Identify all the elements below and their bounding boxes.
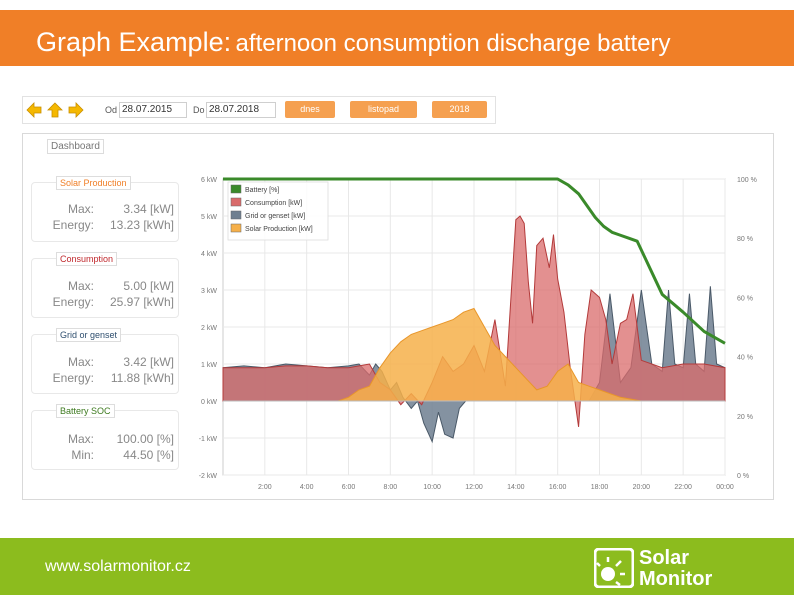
slide-footer: www.solarmonitor.cz (0, 538, 794, 595)
stat-value: 25.97 [kWh] (109, 295, 174, 309)
y-left-tick-label: -1 kW (199, 436, 218, 443)
footer-url[interactable]: www.solarmonitor.cz (45, 558, 191, 575)
y-left-tick-label: 1 kW (201, 362, 217, 369)
y-right-tick-label: 60 % (737, 295, 753, 302)
x-tick-label: 8:00 (384, 484, 398, 491)
logo-line-1: Solar (639, 547, 690, 569)
today-button[interactable]: dnes (285, 101, 335, 118)
month-button[interactable]: listopad (350, 101, 417, 118)
legend-label: Consumption [kW] (245, 200, 302, 207)
solar-production-title: Solar Production (56, 176, 131, 190)
slide-title-main: Graph Example: (36, 27, 232, 57)
grid-genset-panel: Grid or genset Max: 3.42 [kW] Energy: 11… (31, 328, 179, 394)
grid-genset-title: Grid or genset (56, 328, 122, 342)
stat-value: 100.00 [%] (116, 432, 174, 446)
stat-label: Max: (67, 432, 94, 446)
stat-label: Max: (67, 202, 94, 216)
arrow-right-icon[interactable] (68, 102, 84, 118)
y-left-tick-label: 4 kW (201, 251, 217, 258)
stat-label: Max: (67, 279, 94, 293)
y-left-tick-label: 5 kW (201, 214, 217, 221)
x-tick-label: 6:00 (342, 484, 356, 491)
legend-label: Solar Production [kW] (245, 226, 313, 233)
stat-label: Energy: (52, 371, 94, 385)
x-tick-label: 2:00 (258, 484, 272, 491)
consumption-area (222, 215, 726, 427)
stat-value: 44.50 [%] (123, 448, 174, 462)
x-tick-label: 14:00 (507, 484, 525, 491)
y-right-tick-label: 0 % (737, 473, 749, 480)
solar-production-panel: Solar Production Max: 3.34 [kW] Energy: … (31, 176, 179, 242)
legend-swatch (230, 184, 242, 194)
logo-line-2: Monitor (639, 568, 713, 590)
x-tick-label: 18:00 (591, 484, 609, 491)
legend-swatch (230, 223, 242, 233)
y-left-tick-label: 2 kW (201, 325, 217, 332)
battery-soc-title: Battery SOC (56, 404, 115, 418)
x-tick-label: 4:00 (300, 484, 314, 491)
legend-swatch (230, 210, 242, 220)
stat-value: 3.42 [kW] (123, 355, 174, 369)
stat-label: Energy: (52, 218, 94, 232)
arrow-left-icon[interactable] (26, 102, 42, 118)
y-right-tick-label: 40 % (737, 355, 753, 362)
legend-box (227, 181, 329, 241)
battery-soc-panel: Battery SOC Max: 100.00 [%] Min: 44.50 [… (31, 404, 179, 470)
x-tick-label: 00:00 (716, 484, 734, 491)
dashboard-tab[interactable]: Dashboard (47, 139, 104, 154)
x-tick-label: 16:00 (549, 484, 567, 491)
year-button[interactable]: 2018 (432, 101, 487, 118)
arrow-up-icon[interactable] (47, 102, 63, 118)
legend-label: Battery [%] (245, 187, 279, 194)
x-tick-label: 10:00 (423, 484, 441, 491)
solar-production-area (223, 307, 725, 402)
stat-value: 5.00 [kW] (123, 279, 174, 293)
to-label: Do (193, 105, 205, 115)
battery-soc-line (223, 177, 726, 345)
legend-label: Grid or genset [kW] (245, 213, 305, 220)
to-date-input[interactable]: 28.07.2018 (206, 102, 276, 118)
x-tick-label: 22:00 (674, 484, 692, 491)
y-right-tick-label: 80 % (737, 236, 753, 243)
y-left-tick-label: -2 kW (199, 473, 218, 480)
stat-label: Max: (67, 355, 94, 369)
from-label: Od (105, 105, 118, 115)
stat-label: Energy: (52, 295, 94, 309)
date-toolbar: Od 28.07.2015 Do 28.07.2018 dnes listopa… (22, 96, 496, 124)
solar-monitor-logo: Solar Monitor (594, 546, 734, 590)
from-date-input[interactable]: 28.07.2015 (119, 102, 187, 118)
sun-logo-icon (594, 548, 634, 588)
x-tick-label: 20:00 (633, 484, 651, 491)
y-right-tick-label: 100 % (737, 177, 757, 184)
y-right-tick-label: 20 % (737, 414, 753, 421)
legend-swatch (230, 197, 242, 207)
stat-value: 3.34 [kW] (123, 202, 174, 216)
x-tick-label: 12:00 (465, 484, 483, 491)
consumption-panel: Consumption Max: 5.00 [kW] Energy: 25.97… (31, 252, 179, 318)
energy-chart[interactable]: -2 kW -1 kW 0 kW 1 kW 2 kW 3 kW 4 kW 5 kW 6 kW 2:… (193, 170, 767, 492)
y-left-tick-label: 6 kW (201, 177, 217, 184)
y-left-tick-label: 3 kW (201, 288, 217, 295)
slide-title-sub: afternoon consumption discharge battery (235, 30, 671, 57)
slide-title: Graph Example: afternoon consumption dis… (36, 27, 670, 58)
y-left-tick-label: 0 kW (201, 399, 217, 406)
stat-label: Min: (71, 448, 94, 462)
slide-header: Graph Example: afternoon consumption dis… (0, 10, 794, 66)
stat-value: 13.23 [kWh] (109, 218, 174, 232)
stat-value: 11.88 [kWh] (110, 371, 174, 385)
consumption-title: Consumption (56, 252, 118, 266)
